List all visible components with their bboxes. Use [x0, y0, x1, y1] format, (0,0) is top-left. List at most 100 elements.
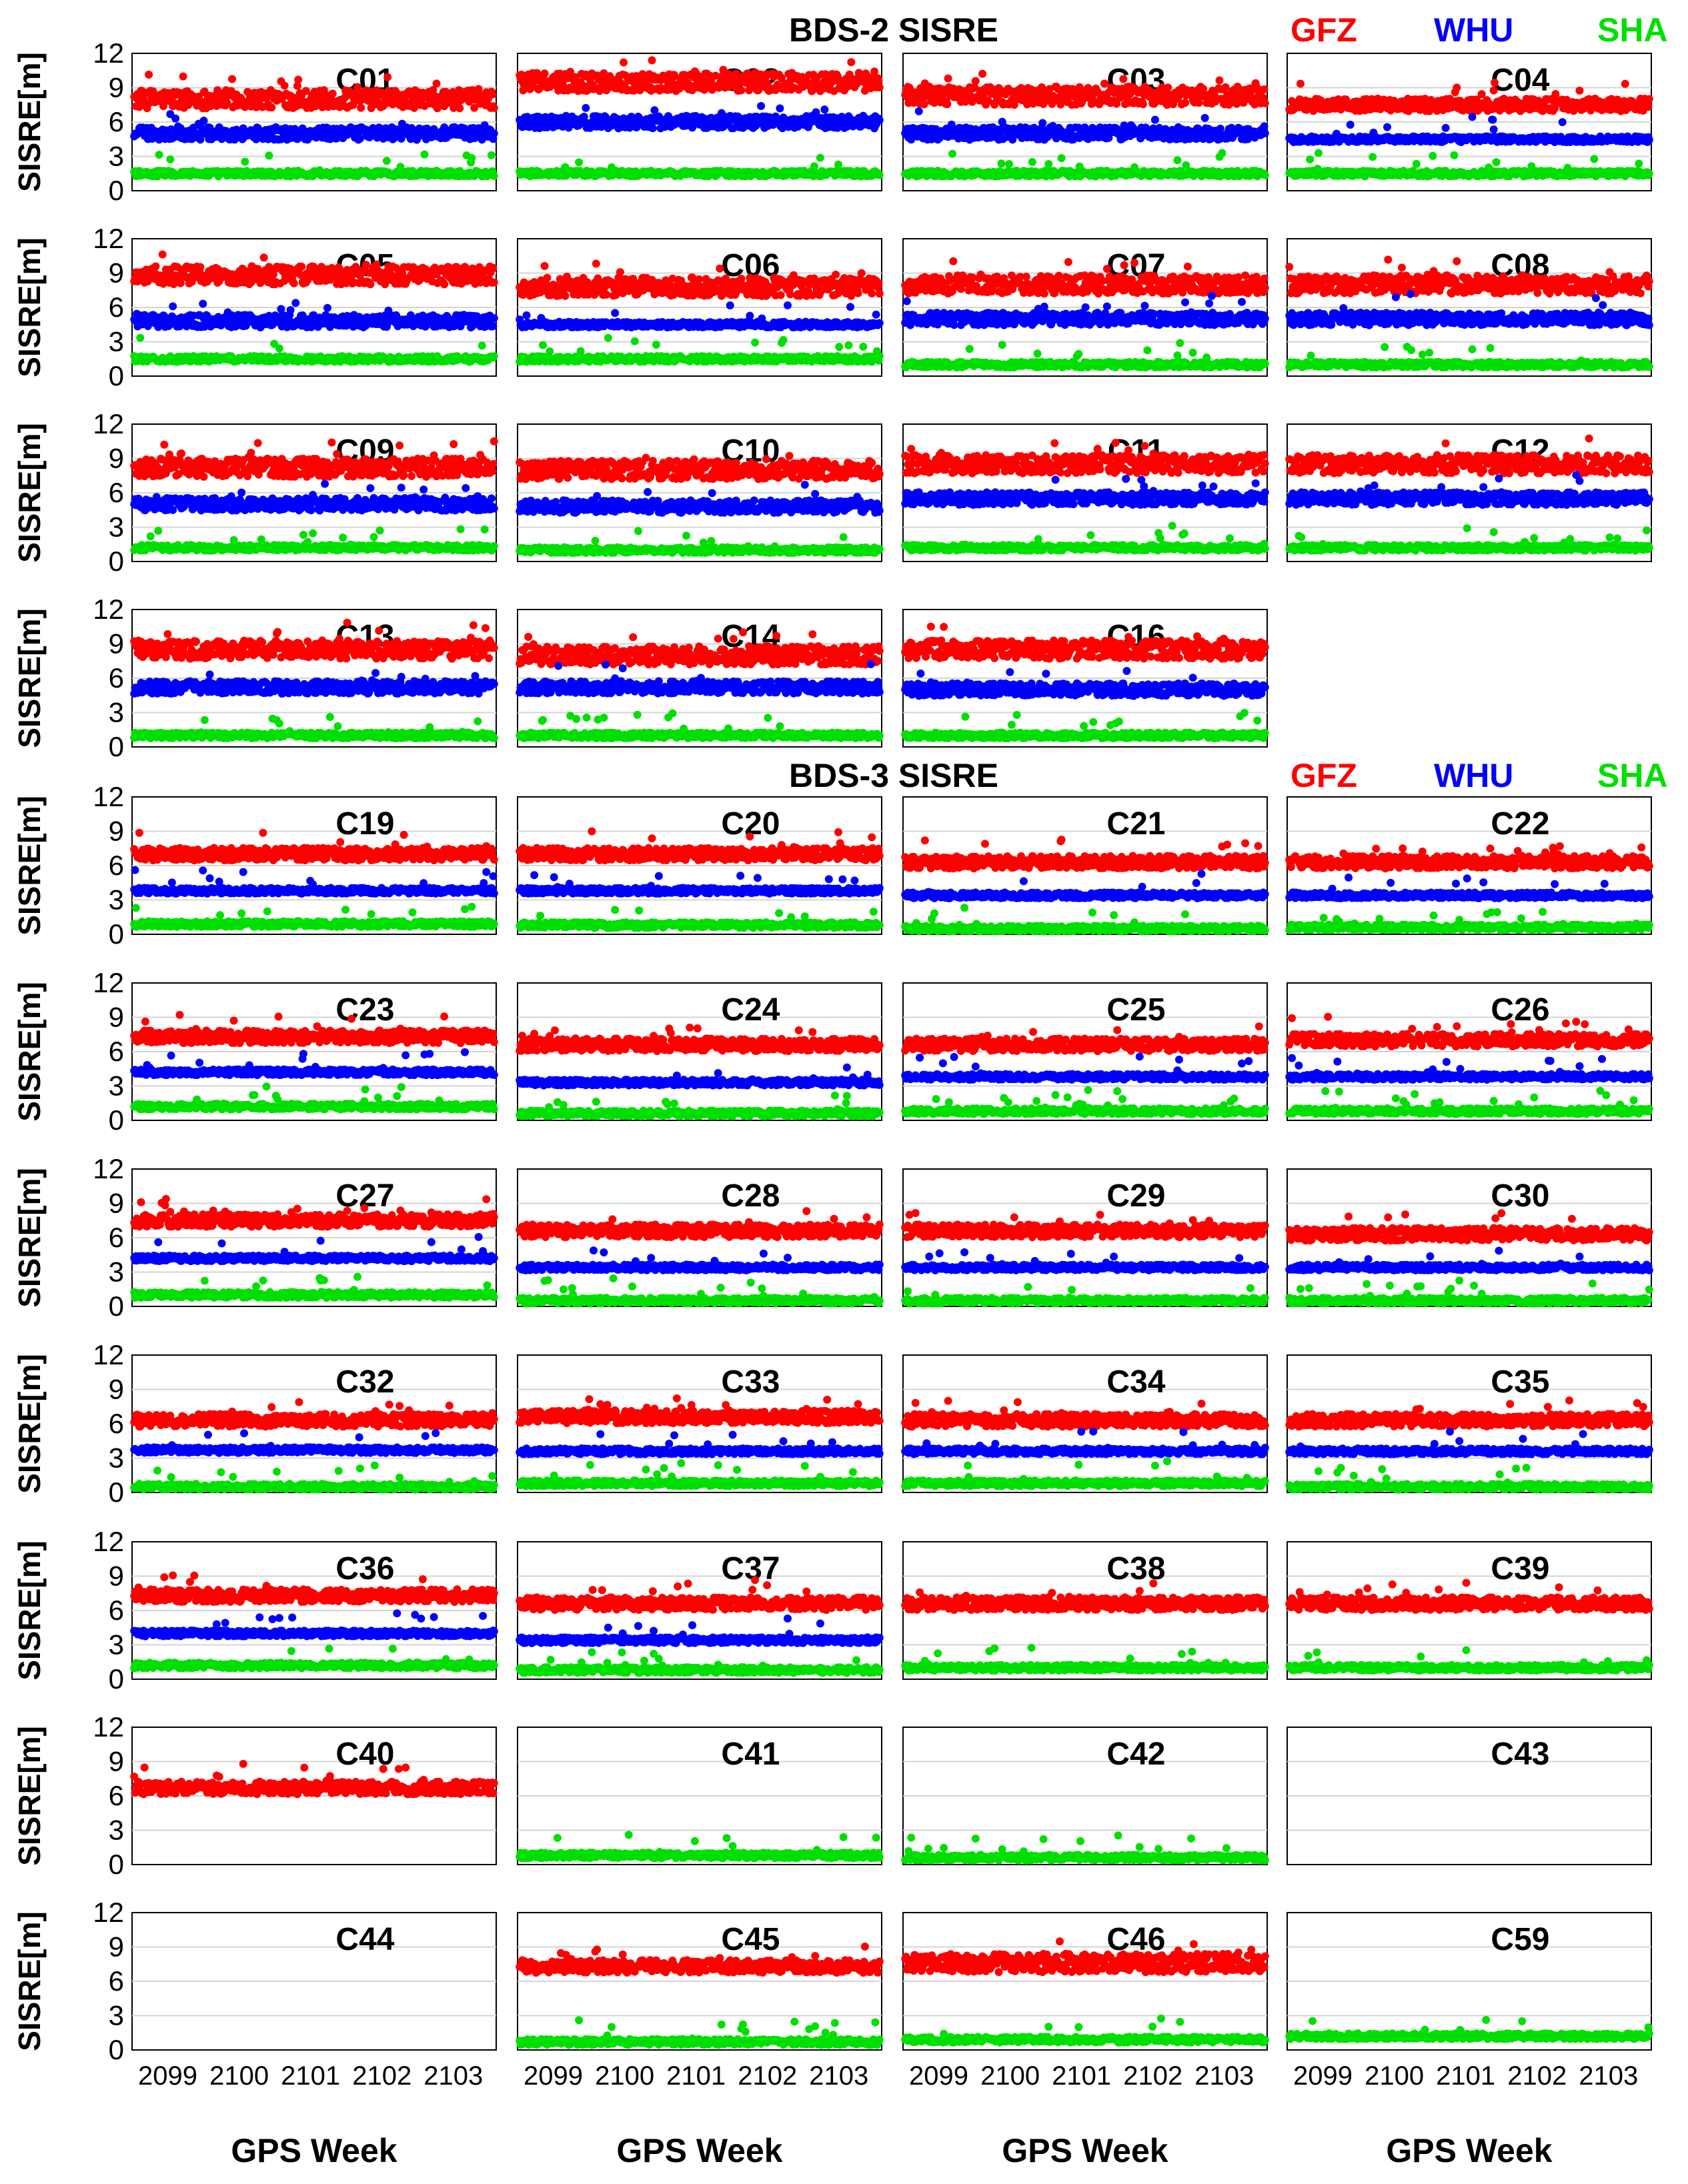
- data-point-whu: [1261, 129, 1269, 137]
- bds2-legend-whu: WHU: [1434, 11, 1513, 49]
- data-point-gfz: [1645, 103, 1653, 111]
- data-point-gfz: [1490, 87, 1498, 95]
- data-point-gfz: [944, 75, 952, 83]
- data-point-gfz: [1297, 79, 1305, 87]
- data-point-gfz: [1119, 75, 1127, 83]
- data-point-sha: [1028, 158, 1036, 166]
- data-point-whu: [1201, 114, 1209, 122]
- data-point-sha: [1005, 160, 1013, 168]
- data-point-sha: [575, 158, 583, 166]
- data-point-gfz: [648, 56, 656, 64]
- data-point-gfz: [228, 75, 236, 83]
- data-point-gfz: [920, 100, 928, 108]
- data-point-whu: [171, 115, 179, 123]
- data-point-sha: [1058, 154, 1066, 162]
- data-point-whu: [1151, 116, 1159, 124]
- data-point-whu: [757, 102, 765, 110]
- data-point-gfz: [737, 86, 745, 94]
- data-point-gfz: [1181, 99, 1189, 107]
- data-point-sha: [490, 172, 498, 180]
- data-point-sha: [948, 150, 956, 158]
- data-point-gfz: [620, 59, 628, 67]
- panel-c02: C02: [516, 53, 884, 191]
- data-point-gfz: [972, 77, 980, 85]
- data-point-gfz: [1222, 83, 1230, 91]
- y-axis-label: SISRE[m]: [12, 52, 47, 192]
- data-point-gfz: [179, 73, 187, 81]
- data-point-sha: [383, 157, 391, 165]
- data-point-gfz: [1260, 85, 1269, 93]
- data-point-sha: [265, 151, 273, 159]
- data-point-gfz: [145, 71, 153, 79]
- data-point-gfz: [281, 81, 289, 89]
- data-point-whu: [356, 135, 364, 143]
- data-point-whu: [649, 124, 657, 132]
- data-point-sha: [1173, 156, 1181, 164]
- data-point-gfz: [433, 79, 441, 87]
- data-point-gfz: [1575, 87, 1583, 95]
- data-point-gfz: [978, 70, 986, 78]
- data-point-sha: [488, 151, 496, 159]
- y-tick-label: 9: [109, 72, 124, 103]
- bds3-section-title: BDS-3 SISRE: [789, 757, 998, 794]
- data-point-gfz: [1164, 83, 1172, 91]
- data-point-sha: [876, 171, 884, 179]
- data-point-gfz: [875, 77, 883, 85]
- data-point-gfz: [1100, 79, 1108, 87]
- panel-c04: C04: [1285, 53, 1653, 191]
- data-point-whu: [1260, 122, 1269, 130]
- data-point-gfz: [294, 75, 302, 83]
- y-tick-label: 6: [109, 106, 124, 137]
- data-point-sha: [420, 151, 428, 159]
- data-point-sha: [166, 155, 174, 163]
- data-point-sha: [468, 154, 476, 162]
- data-point-sha: [816, 154, 824, 162]
- data-point-whu: [776, 105, 784, 113]
- data-point-gfz: [1645, 95, 1653, 103]
- data-point-whu: [582, 104, 590, 112]
- data-point-gfz: [1491, 79, 1499, 87]
- panel-c03: C03: [901, 53, 1269, 191]
- data-point-gfz: [490, 104, 498, 112]
- data-point-sha: [155, 151, 163, 159]
- y-tick-label: 3: [109, 141, 124, 172]
- data-point-gfz: [329, 89, 337, 97]
- data-point-whu: [915, 107, 923, 115]
- data-point-whu: [200, 117, 208, 125]
- bds2-legend-sha: SHA: [1597, 11, 1668, 49]
- data-point-whu: [490, 129, 498, 137]
- data-point-gfz: [1139, 100, 1147, 108]
- bds3-legend-whu: WHU: [1434, 757, 1513, 794]
- bds2-legend-gfz: GFZ: [1291, 11, 1357, 49]
- data-point-whu: [876, 116, 884, 124]
- data-point-whu: [1038, 119, 1046, 127]
- data-point-gfz: [456, 104, 464, 112]
- data-point-gfz: [876, 83, 884, 91]
- data-point-sha: [1261, 171, 1269, 179]
- bds3-legend-sha: SHA: [1597, 757, 1668, 794]
- y-tick-label: 12: [93, 37, 124, 69]
- data-point-sha: [241, 157, 249, 165]
- data-point-gfz: [383, 73, 391, 81]
- data-point-gfz: [1621, 80, 1629, 88]
- bds2-section-title: BDS-2 SISRE: [789, 11, 998, 49]
- data-point-gfz: [541, 69, 549, 77]
- data-point-gfz: [1453, 83, 1461, 91]
- data-point-gfz: [943, 100, 951, 108]
- panel-grid: 036912C01SISRE[m]C02C03C04036912C05SISRE…: [12, 37, 1653, 2065]
- data-point-sha: [1218, 149, 1226, 157]
- bds3-legend-gfz: GFZ: [1291, 757, 1357, 794]
- data-point-gfz: [1216, 77, 1224, 85]
- data-point-gfz: [1261, 99, 1269, 107]
- y-tick-label: 0: [109, 175, 124, 206]
- data-point-gfz: [357, 104, 365, 112]
- data-point-sha: [1044, 160, 1052, 168]
- data-point-gfz: [847, 58, 855, 66]
- prn-label: C04: [1491, 63, 1549, 98]
- data-point-gfz: [488, 91, 496, 99]
- data-point-gfz: [267, 103, 275, 111]
- data-point-sha: [997, 159, 1005, 167]
- data-point-whu: [820, 105, 828, 113]
